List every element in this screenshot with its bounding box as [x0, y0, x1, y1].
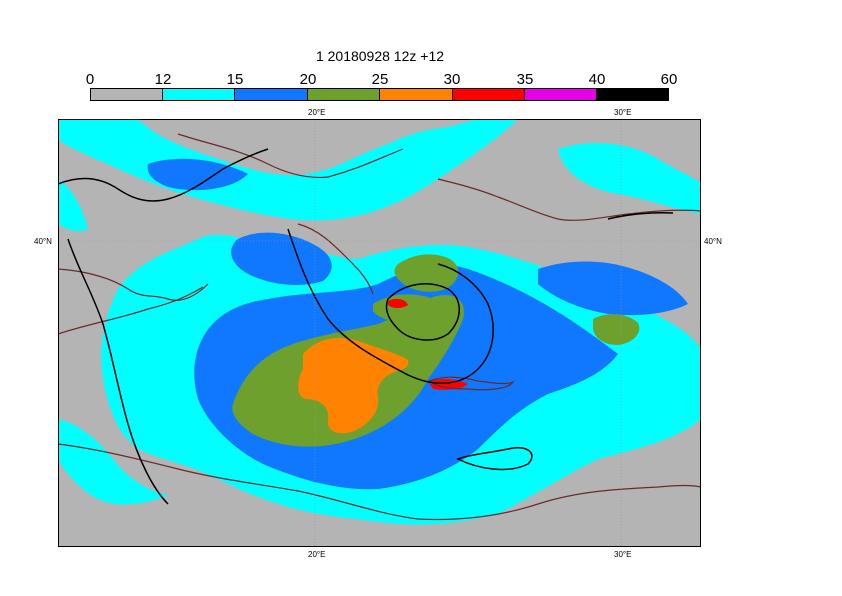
pressure-contour: [58, 148, 269, 202]
pressure-contour: [287, 228, 494, 384]
colorbar-segment-0-12: [90, 88, 163, 101]
coastline: [58, 443, 701, 521]
colorbar-segment-15-20: [235, 88, 308, 101]
coastline: [58, 268, 209, 301]
lon-label-top-20e: 20°E: [308, 108, 326, 117]
precip-area-cyan: [58, 119, 518, 221]
colorbar-segment-20-25: [308, 88, 380, 101]
map-title: 1 20180928 12z +12: [315, 48, 445, 64]
colorbar-tick-label: 20: [299, 71, 317, 88]
precip-area-blue: [147, 158, 248, 191]
precip-area-blue: [538, 261, 688, 316]
colorbar-tick-label: 40: [588, 71, 606, 88]
colorbar: [90, 88, 669, 101]
colorbar-segment-30-35: [453, 88, 525, 101]
pressure-contour: [385, 283, 460, 341]
coastline: [437, 178, 701, 221]
precip-area-green: [394, 254, 459, 292]
pressure-contour: [456, 447, 533, 471]
lat-label-left-40n: 40°N: [34, 237, 52, 246]
map-frame: [58, 119, 701, 547]
lon-label-bottom-20e: 20°E: [308, 550, 326, 559]
pressure-contour: [67, 238, 169, 505]
colorbar-tick-label: 12: [154, 71, 172, 88]
precip-area-cyan: [58, 179, 88, 232]
colorbar-segment-40-60: [597, 88, 669, 101]
precip-area-orange: [298, 337, 409, 434]
precipitation-map: [58, 119, 701, 547]
precip-area-cyan: [58, 419, 168, 505]
colorbar-tick-label: 0: [85, 71, 95, 88]
lat-label-right-40n: 40°N: [704, 237, 722, 246]
lon-label-top-30e: 30°E: [614, 108, 632, 117]
colorbar-tick-label: 15: [226, 71, 244, 88]
coastline: [58, 286, 204, 335]
coastline: [177, 133, 404, 179]
colorbar-tick-label: 35: [516, 71, 534, 88]
colorbar-segment-12-15: [163, 88, 235, 101]
lon-label-bottom-30e: 30°E: [614, 550, 632, 559]
colorbar-tick-label: 25: [371, 71, 389, 88]
precip-area-red: [388, 298, 408, 308]
colorbar-tick-label: 30: [443, 71, 461, 88]
colorbar-tick-label: 60: [660, 71, 678, 88]
colorbar-segment-25-30: [380, 88, 453, 101]
colorbar-segment-35-40: [525, 88, 597, 101]
precip-area-blue: [231, 232, 332, 285]
pressure-contour: [607, 212, 674, 220]
coastline: [297, 223, 374, 295]
precip-area-green: [593, 314, 640, 345]
precip-area-cyan: [558, 143, 701, 214]
